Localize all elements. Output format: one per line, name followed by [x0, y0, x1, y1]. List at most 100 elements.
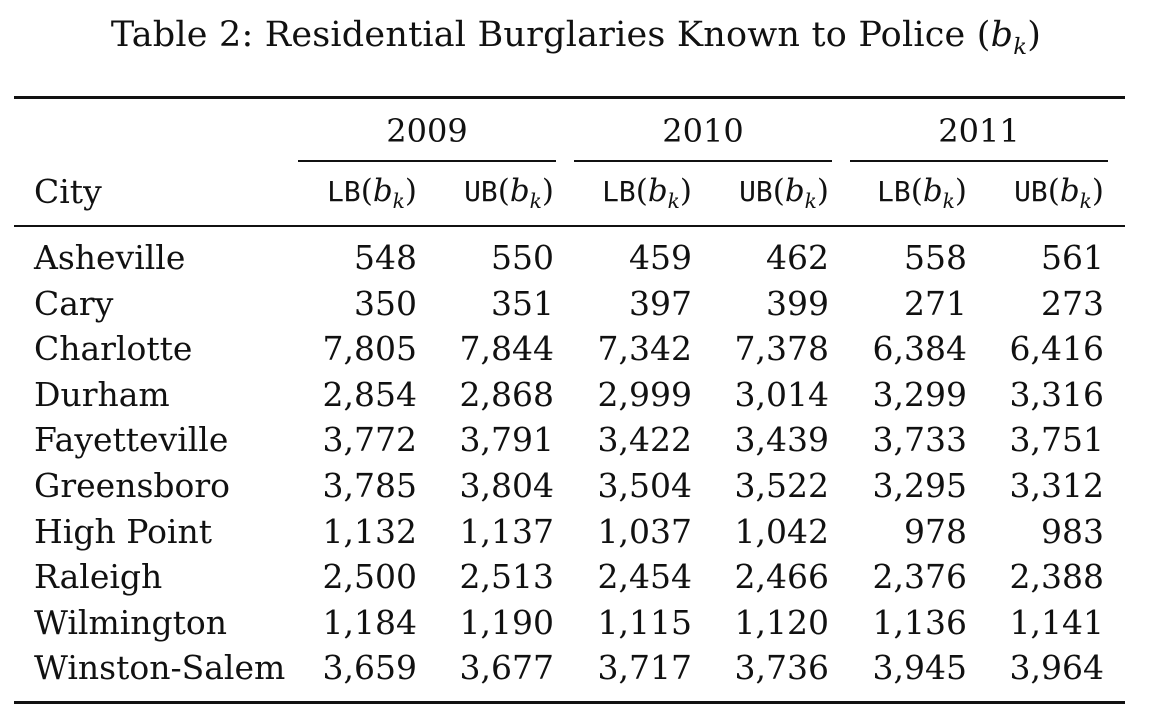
paren-open: ( — [635, 173, 648, 209]
lb-value-cell: 3,772 — [322, 420, 417, 460]
paren-close: ) — [541, 173, 554, 209]
bottom-rule — [14, 701, 1125, 704]
lb-value-cell: 7,805 — [322, 329, 417, 369]
paren-open: ( — [772, 173, 785, 209]
city-cell: High Point — [34, 511, 213, 551]
lb-value-cell: 2,454 — [597, 557, 692, 597]
ub-value-cell: 2,388 — [1009, 557, 1104, 597]
caption-var: b — [990, 15, 1014, 55]
ub-value-cell: 3,312 — [1009, 466, 1104, 505]
table-caption: Table 2: Residential Burglaries Known to… — [0, 14, 1152, 61]
header-var: b — [509, 173, 530, 209]
ub-value-cell: 1,042 — [734, 511, 829, 551]
ub-column-header: UB(bk) — [689, 173, 829, 213]
header-sub: k — [392, 189, 405, 214]
ub-value-cell: 983 — [1041, 511, 1104, 551]
lb-value-cell: 3,299 — [872, 374, 967, 414]
lb-value-cell: 3,945 — [872, 648, 967, 688]
ub-value-cell: 3,964 — [1009, 648, 1104, 688]
lb-value-cell: 3,295 — [872, 466, 967, 505]
caption-sub: k — [1013, 33, 1028, 60]
ub-value-cell: 3,736 — [734, 648, 829, 688]
ub-value-cell: 399 — [766, 283, 829, 323]
table-row: Fayetteville 3,772 3,791 3,422 3,439 3,733 3,7… — [0, 420, 1152, 465]
lb-column-header: LB(bk) — [552, 173, 692, 213]
table-row: Winston-Salem 3,659 3,677 3,717 3,736 3,945 3,… — [0, 648, 1152, 693]
lb-value-cell: 3,733 — [872, 420, 967, 460]
table-row: Greensboro 3,785 3,804 3,504 3,522 3,295 3,312 — [0, 466, 1152, 511]
city-cell: Durham — [34, 374, 170, 414]
header-rule — [14, 225, 1125, 227]
ub-value-cell: 3,316 — [1009, 374, 1104, 414]
bound-label: LB — [877, 175, 911, 208]
paren-close: ) — [954, 173, 967, 209]
year-rule-2009 — [298, 160, 556, 162]
ub-value-cell: 2,513 — [459, 557, 554, 597]
ub-value-cell: 561 — [1041, 238, 1104, 277]
ub-value-cell: 7,378 — [734, 329, 829, 369]
ub-value-cell: 1,190 — [459, 602, 554, 642]
ub-value-cell: 3,522 — [734, 466, 829, 505]
ub-column-header: UB(bk) — [414, 173, 554, 213]
ub-value-cell: 2,466 — [734, 557, 829, 597]
lb-value-cell: 1,136 — [872, 602, 967, 642]
year-header-2009: 2009 — [386, 112, 468, 150]
ub-value-cell: 3,791 — [459, 420, 554, 460]
lb-value-cell: 1,132 — [322, 511, 417, 551]
header-sub: k — [1079, 189, 1092, 214]
ub-value-cell: 550 — [491, 238, 554, 277]
lb-value-cell: 271 — [904, 283, 967, 323]
header-sub: k — [529, 189, 542, 214]
bound-label: LB — [602, 175, 636, 208]
ub-value-cell: 2,868 — [459, 374, 554, 414]
lb-value-cell: 350 — [354, 283, 417, 323]
year-rule-2011 — [850, 160, 1108, 162]
lb-value-cell: 2,854 — [322, 374, 417, 414]
table-row: Wilmington 1,184 1,190 1,115 1,120 1,136 1,141 — [0, 603, 1152, 648]
table-row: High Point 1,132 1,137 1,037 1,042 978 983 — [0, 512, 1152, 557]
city-cell: Fayetteville — [34, 420, 229, 460]
ub-value-cell: 1,141 — [1009, 602, 1104, 642]
ub-value-cell: 1,120 — [734, 602, 829, 642]
city-cell: Winston-Salem — [34, 648, 286, 688]
ub-value-cell: 3,804 — [459, 466, 554, 505]
lb-value-cell: 2,376 — [872, 557, 967, 597]
city-cell: Charlotte — [34, 329, 193, 369]
ub-value-cell: 3,677 — [459, 648, 554, 688]
header-var: b — [647, 173, 668, 209]
ub-value-cell: 3,014 — [734, 374, 829, 414]
year-rule-2010 — [574, 160, 832, 162]
lb-value-cell: 3,422 — [597, 420, 692, 460]
lb-value-cell: 3,504 — [597, 466, 692, 505]
ub-value-cell: 3,751 — [1009, 420, 1104, 460]
paren-close: ) — [679, 173, 692, 209]
header-sub: k — [804, 189, 817, 214]
bound-label: LB — [327, 175, 361, 208]
bound-label: UB — [739, 175, 773, 208]
paren-close: ) — [1091, 173, 1104, 209]
header-var: b — [784, 173, 805, 209]
lb-value-cell: 6,384 — [872, 329, 967, 369]
lb-value-cell: 397 — [629, 283, 692, 323]
column-header-city: City — [34, 172, 102, 211]
lb-value-cell: 459 — [629, 238, 692, 277]
caption-text: Table 2: Residential Burglaries Known to… — [110, 15, 991, 55]
city-cell: Raleigh — [34, 557, 163, 597]
ub-value-cell: 7,844 — [459, 329, 554, 369]
top-rule — [14, 96, 1125, 99]
lb-value-cell: 1,037 — [597, 511, 692, 551]
paren-open: ( — [1047, 173, 1060, 209]
lb-value-cell: 548 — [354, 238, 417, 277]
lb-value-cell: 3,717 — [597, 648, 692, 688]
table-row: Raleigh 2,500 2,513 2,454 2,466 2,376 2,388 — [0, 557, 1152, 602]
bound-label: UB — [1014, 175, 1048, 208]
table-row: Asheville 548 550 459 462 558 561 — [0, 238, 1152, 283]
lb-value-cell: 3,785 — [322, 466, 417, 505]
lb-column-header: LB(bk) — [277, 173, 417, 213]
lb-value-cell: 7,342 — [597, 329, 692, 369]
lb-value-cell: 1,115 — [597, 602, 692, 642]
ub-column-header: UB(bk) — [964, 173, 1104, 213]
paren-close: ) — [404, 173, 417, 209]
paren-open: ( — [360, 173, 373, 209]
paren-open: ( — [497, 173, 510, 209]
